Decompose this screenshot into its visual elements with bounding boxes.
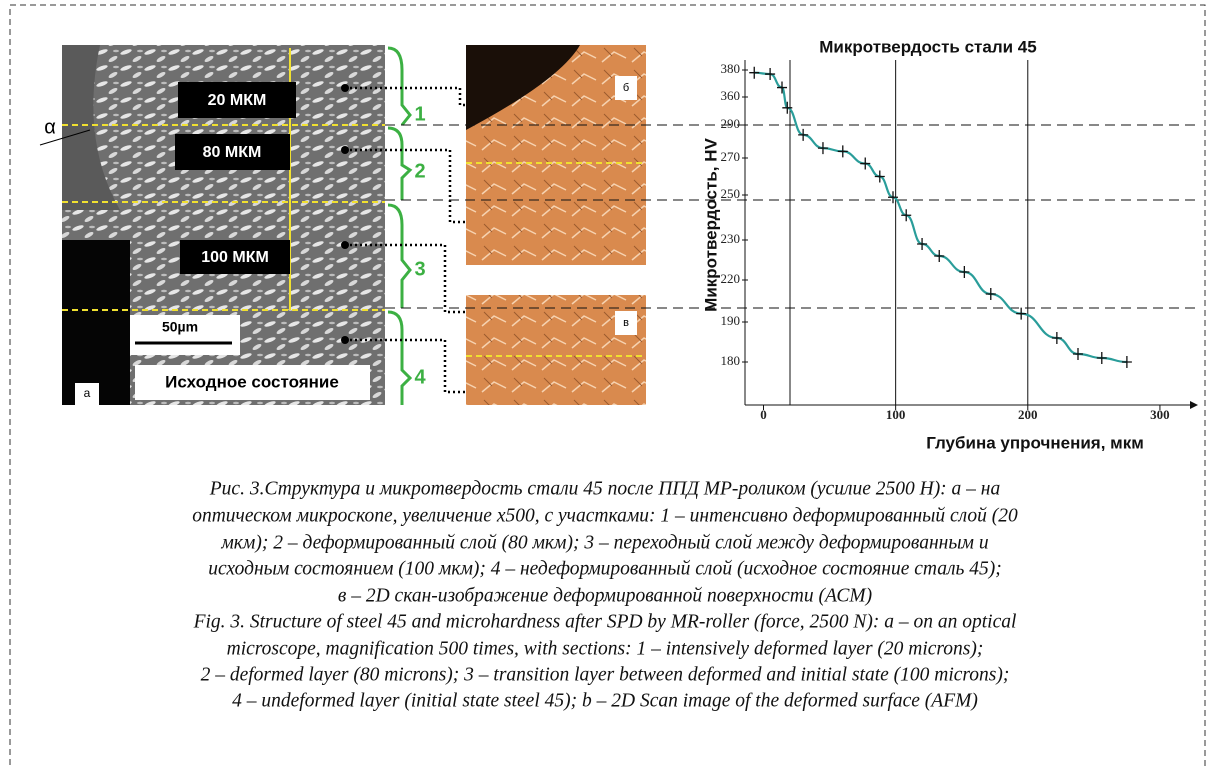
caption-line: microscope, magnification 500 times, wit… xyxy=(227,638,984,659)
caption-line: 4 – undeformed layer (initial state stee… xyxy=(232,690,978,711)
point-marker xyxy=(1052,332,1062,344)
panel-b: б xyxy=(466,45,646,265)
y-tick-label: 190 xyxy=(721,313,741,328)
layer-label: 80 МКМ xyxy=(203,144,262,161)
y-tick-label: 220 xyxy=(721,271,741,286)
point-marker xyxy=(818,142,828,154)
point-marker xyxy=(959,266,969,278)
y-tick-label: 180 xyxy=(721,353,741,368)
caption-line: в – 2D скан-изображение деформированной … xyxy=(338,585,872,606)
figure: 20 МКМ 80 МКМ 100 МКМ 50µm Исходное сост… xyxy=(0,0,1211,766)
point-marker xyxy=(1016,308,1026,320)
panel-letter: в xyxy=(623,317,629,329)
layer-label: 20 МКМ xyxy=(208,92,267,109)
caption-line: Fig. 3. Structure of steel 45 and microh… xyxy=(193,611,1017,632)
x-tick-label: 0 xyxy=(760,407,767,422)
x-axis-label: Глубина упрочнения, мкм xyxy=(926,433,1144,452)
caption: Рис. 3.Структура и микротвердость стали … xyxy=(192,478,1018,711)
point-marker xyxy=(860,158,870,170)
scale-label: 50µm xyxy=(162,319,198,335)
caption-line: Рис. 3.Структура и микротвердость стали … xyxy=(209,478,1001,499)
point-marker xyxy=(986,288,996,300)
x-tick-label: 100 xyxy=(886,407,906,422)
y-axis-label: Микротвердость, HV xyxy=(701,138,720,312)
point-marker xyxy=(749,67,759,79)
shadow xyxy=(62,240,130,405)
y-tick-label: 360 xyxy=(721,88,741,103)
point-marker xyxy=(934,250,944,262)
zone-number: 2 xyxy=(414,160,425,182)
angle-label: α xyxy=(44,116,56,138)
zone-number: 1 xyxy=(414,103,425,125)
caption-line: исходным состоянием (100 мкм); 4 – недеф… xyxy=(208,558,1001,579)
point-marker xyxy=(1097,352,1107,364)
y-tick-label: 290 xyxy=(721,116,741,131)
point-marker xyxy=(838,145,848,157)
braces xyxy=(388,48,410,405)
point-marker xyxy=(1073,348,1083,360)
chart: Микротвердость стали 45 Микротвердость, … xyxy=(701,37,1198,452)
zone-number: 4 xyxy=(414,366,426,388)
panel-a: 20 МКМ 80 МКМ 100 МКМ 50µm Исходное сост… xyxy=(40,45,490,405)
x-tick-label: 200 xyxy=(1018,407,1038,422)
y-tick-label: 250 xyxy=(721,186,741,201)
curve xyxy=(754,73,1127,362)
y-tick-label: 270 xyxy=(721,149,741,164)
caption-line: оптическом микроскопе, увеличение х500, … xyxy=(192,505,1018,526)
panel-letter: а xyxy=(84,386,91,400)
caption-line: мкм); 2 – деформированный слой (80 мкм);… xyxy=(220,532,989,553)
point-marker xyxy=(1122,356,1132,368)
layer-label: 100 МКМ xyxy=(201,249,269,266)
page: {"figure": {"panel_a": {"labels": ["20 М… xyxy=(0,0,1211,766)
chart-title: Микротвердость стали 45 xyxy=(819,37,1036,56)
axis-arrow xyxy=(1190,401,1198,409)
zone-number: 3 xyxy=(414,258,425,280)
x-tick-label: 300 xyxy=(1150,407,1170,422)
panel-letter: б xyxy=(623,82,629,94)
state-label: Исходное состояние xyxy=(165,372,339,391)
y-tick-label: 380 xyxy=(721,61,741,76)
caption-line: 2 – deformed layer (80 microns); 3 – tra… xyxy=(201,664,1010,685)
panel-c: в xyxy=(466,295,646,405)
y-tick-label: 230 xyxy=(721,231,741,246)
